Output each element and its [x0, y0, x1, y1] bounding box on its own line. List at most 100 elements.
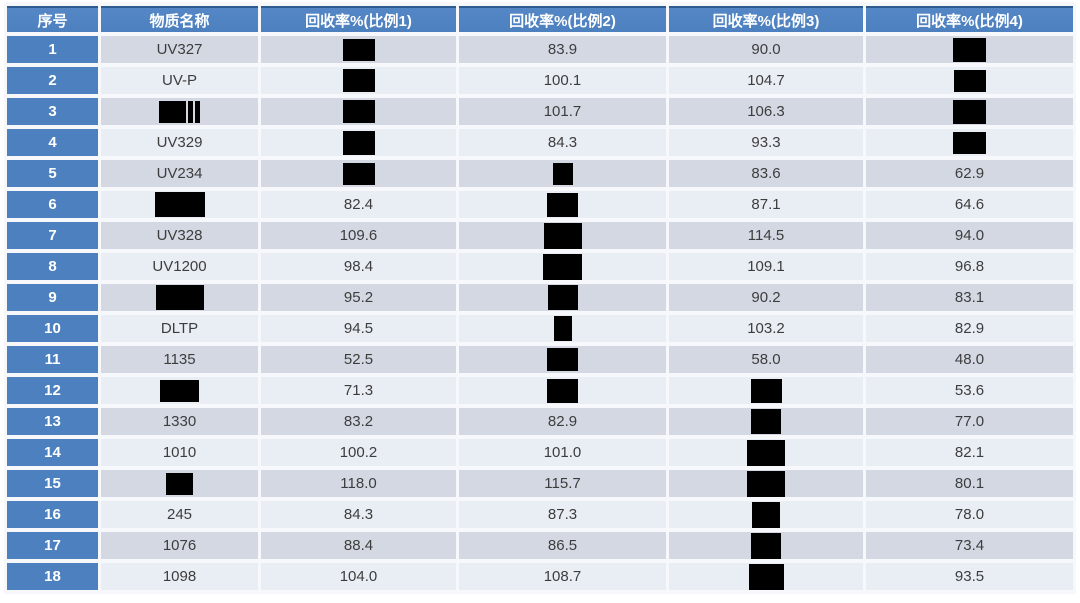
- r2-cell: 87.3: [459, 501, 666, 528]
- r1-cell: [261, 160, 456, 187]
- r3-cell: [669, 408, 863, 435]
- name-cell: 1330: [101, 408, 258, 435]
- r3-cell: 114.5: [669, 222, 863, 249]
- name-cell: UV328: [101, 222, 258, 249]
- redaction-box: [155, 285, 204, 310]
- col-header-recovery-ratio-2: 回收率%(比例2): [459, 6, 666, 32]
- r4-cell: 96.8: [866, 253, 1073, 280]
- r1-cell: 100.2: [261, 439, 456, 466]
- col-header-recovery-ratio-1: 回收率%(比例1): [261, 6, 456, 32]
- redaction-box: [752, 501, 780, 528]
- redaction-box: [552, 162, 573, 185]
- r4-cell: 78.0: [866, 501, 1073, 528]
- row-index-cell: 9: [7, 284, 98, 311]
- r2-cell: [459, 284, 666, 311]
- table-row: 7 UV328 109.6 114.5 94.0: [7, 222, 1073, 249]
- r3-cell: 93.3: [669, 129, 863, 156]
- r4-cell: 80.1: [866, 470, 1073, 497]
- r1-cell: 88.4: [261, 532, 456, 559]
- r1-cell: 104.0: [261, 563, 456, 590]
- table-row: 9 95.2 90.2 83.1: [7, 284, 1073, 311]
- r1-cell: 98.4: [261, 253, 456, 280]
- r1-cell: 82.4: [261, 191, 456, 218]
- r1-cell: [261, 36, 456, 63]
- r4-cell: 83.1: [866, 284, 1073, 311]
- r3-cell: [669, 470, 863, 497]
- col-header-recovery-ratio-3: 回收率%(比例3): [669, 6, 863, 32]
- r4-cell: [866, 36, 1073, 63]
- redaction-box: [543, 222, 582, 249]
- redaction-box: [159, 100, 200, 123]
- redaction-box: [751, 409, 781, 434]
- name-cell: UV327: [101, 36, 258, 63]
- r2-cell: [459, 315, 666, 342]
- row-index-cell: 6: [7, 191, 98, 218]
- row-index-cell: 15: [7, 470, 98, 497]
- r1-cell: [261, 98, 456, 125]
- redaction-box: [342, 69, 375, 92]
- row-index-cell: 14: [7, 439, 98, 466]
- row-index-cell: 1: [7, 36, 98, 63]
- r3-cell: 90.2: [669, 284, 863, 311]
- redaction-box: [747, 439, 785, 466]
- r3-cell: 58.0: [669, 346, 863, 373]
- r4-cell: 62.9: [866, 160, 1073, 187]
- name-cell: [101, 377, 258, 404]
- r2-cell: 100.1: [459, 67, 666, 94]
- row-index-cell: 12: [7, 377, 98, 404]
- table-row: 3 101.7 106.3: [7, 98, 1073, 125]
- table-row: 10 DLTP 94.5 103.2 82.9: [7, 315, 1073, 342]
- redaction-box: [166, 472, 193, 495]
- r4-cell: 82.1: [866, 439, 1073, 466]
- row-index-cell: 18: [7, 563, 98, 590]
- r3-cell: 90.0: [669, 36, 863, 63]
- redaction-box: [747, 470, 785, 497]
- col-header-recovery-ratio-4: 回收率%(比例4): [866, 6, 1073, 32]
- r3-cell: [669, 563, 863, 590]
- name-cell: UV1200: [101, 253, 258, 280]
- name-cell: 245: [101, 501, 258, 528]
- row-index-cell: 5: [7, 160, 98, 187]
- r1-cell: 95.2: [261, 284, 456, 311]
- table-row: 17 1076 88.4 86.5 73.4: [7, 532, 1073, 559]
- redaction-box: [547, 348, 578, 371]
- r4-cell: [866, 98, 1073, 125]
- col-header-index: 序号: [7, 6, 98, 32]
- row-index-cell: 11: [7, 346, 98, 373]
- table-row: 2 UV-P 100.1 104.7: [7, 67, 1073, 94]
- row-index-cell: 8: [7, 253, 98, 280]
- table-row: 11 1135 52.5 58.0 48.0: [7, 346, 1073, 373]
- table-row: 15 118.0 115.7 80.1: [7, 470, 1073, 497]
- table-row: 4 UV329 84.3 93.3: [7, 129, 1073, 156]
- redaction-box: [748, 563, 784, 590]
- recovery-rate-table: 序号 物质名称 回收率%(比例1) 回收率%(比例2) 回收率%(比例3) 回收…: [4, 2, 1076, 594]
- row-index-cell: 10: [7, 315, 98, 342]
- name-cell: [101, 470, 258, 497]
- r4-cell: 94.0: [866, 222, 1073, 249]
- r1-cell: 83.2: [261, 408, 456, 435]
- row-index-cell: 13: [7, 408, 98, 435]
- name-cell: [101, 284, 258, 311]
- row-index-cell: 2: [7, 67, 98, 94]
- redaction-box: [953, 69, 986, 92]
- r3-cell: 103.2: [669, 315, 863, 342]
- name-cell: UV329: [101, 129, 258, 156]
- redaction-box: [953, 99, 986, 124]
- name-cell: [101, 191, 258, 218]
- row-index-cell: 16: [7, 501, 98, 528]
- redaction-box: [160, 379, 199, 402]
- r2-cell: [459, 160, 666, 187]
- r1-cell: 94.5: [261, 315, 456, 342]
- r1-cell: 71.3: [261, 377, 456, 404]
- r2-cell: 83.9: [459, 36, 666, 63]
- r2-cell: 108.7: [459, 563, 666, 590]
- r3-cell: [669, 501, 863, 528]
- r4-cell: 77.0: [866, 408, 1073, 435]
- r3-cell: [669, 377, 863, 404]
- row-index-cell: 3: [7, 98, 98, 125]
- table-row: 5 UV234 83.6 62.9: [7, 160, 1073, 187]
- redaction-box: [547, 285, 578, 310]
- table-row: 18 1098 104.0 108.7 93.5: [7, 563, 1073, 590]
- table-body: 1 UV327 83.9 90.0 2 UV-P 100.1 104.7 3 101.7 106.3…: [7, 36, 1073, 590]
